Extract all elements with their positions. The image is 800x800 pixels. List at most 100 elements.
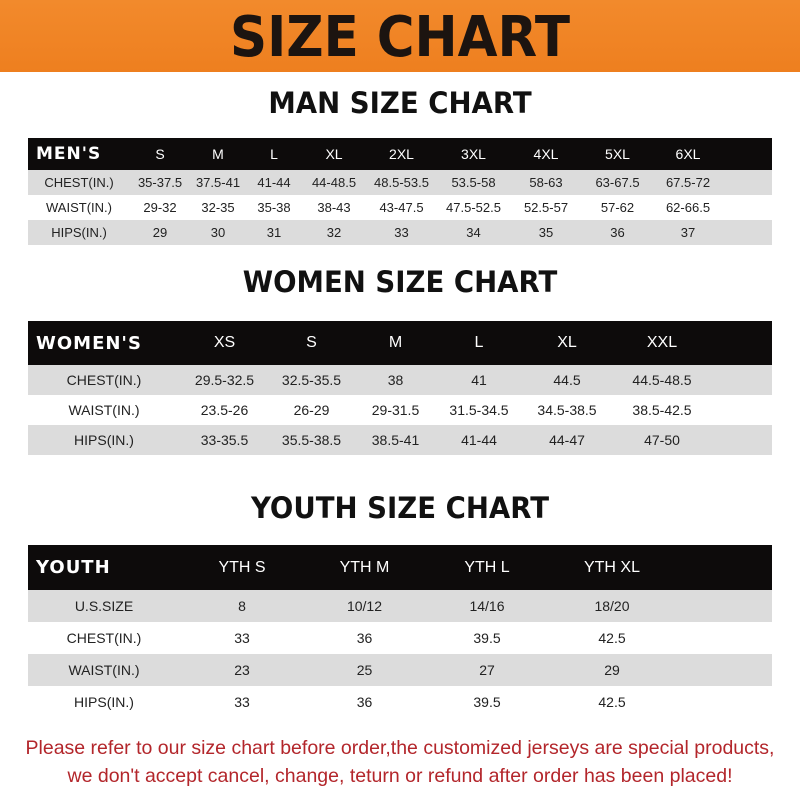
order-notice-line-1: Please refer to our size chart before or… (25, 737, 775, 759)
size-column-header: 4XL (510, 138, 582, 170)
measurement-cell: 52.5-57 (510, 195, 582, 220)
empty-cell (723, 138, 772, 170)
row-label: CHEST(IN.) (28, 365, 180, 395)
measurement-cell: 37 (653, 220, 723, 245)
row-label: WAIST(IN.) (28, 654, 180, 686)
measurement-cell: 39.5 (425, 686, 549, 718)
measurement-cell: 44.5-48.5 (613, 365, 711, 395)
measurement-cell: 41-44 (246, 170, 302, 195)
row-label: HIPS(IN.) (28, 686, 180, 718)
table-row: WAIST(IN.) 23.5-26 26-29 29-31.5 31.5-34.5 34… (28, 395, 772, 425)
measurement-cell: 48.5-53.5 (366, 170, 437, 195)
size-column-header: L (437, 321, 521, 365)
measurement-cell: 30 (190, 220, 246, 245)
measurement-cell: 38-43 (302, 195, 366, 220)
empty-cell (711, 425, 772, 455)
measurement-cell: 33 (366, 220, 437, 245)
table-header-label: MEN'S (28, 138, 130, 170)
size-column-header: M (354, 321, 437, 365)
measurement-cell: 29 (549, 654, 675, 686)
empty-cell (723, 220, 772, 245)
measurement-cell: 35-37.5 (130, 170, 190, 195)
row-label: CHEST(IN.) (28, 170, 130, 195)
measurement-cell: 35-38 (246, 195, 302, 220)
measurement-cell: 29 (130, 220, 190, 245)
size-column-header: S (130, 138, 190, 170)
size-column-header: YTH XL (549, 545, 675, 590)
measurement-cell: 39.5 (425, 622, 549, 654)
measurement-cell: 53.5-58 (437, 170, 510, 195)
measurement-cell: 14/16 (425, 590, 549, 622)
empty-cell (675, 654, 772, 686)
empty-cell (711, 365, 772, 395)
size-column-header: 5XL (582, 138, 653, 170)
measurement-cell: 58-63 (510, 170, 582, 195)
measurement-cell: 35.5-38.5 (269, 425, 354, 455)
empty-cell (723, 195, 772, 220)
measurement-cell: 34 (437, 220, 510, 245)
size-column-header: 3XL (437, 138, 510, 170)
table-header-label: YOUTH (28, 545, 180, 590)
row-label: HIPS(IN.) (28, 220, 130, 245)
measurement-cell: 33-35.5 (180, 425, 269, 455)
measurement-cell: 31 (246, 220, 302, 245)
measurement-cell: 38 (354, 365, 437, 395)
row-label: U.S.SIZE (28, 590, 180, 622)
measurement-cell: 43-47.5 (366, 195, 437, 220)
empty-cell (675, 686, 772, 718)
measurement-cell: 38.5-41 (354, 425, 437, 455)
size-column-header: 2XL (366, 138, 437, 170)
measurement-cell: 35 (510, 220, 582, 245)
measurement-cell: 47-50 (613, 425, 711, 455)
table-header-row: WOMEN'S XS S M L XL XXL (28, 321, 772, 365)
row-label: WAIST(IN.) (28, 195, 130, 220)
measurement-cell: 63-67.5 (582, 170, 653, 195)
measurement-cell: 10/12 (304, 590, 425, 622)
measurement-cell: 44.5 (521, 365, 613, 395)
measurement-cell: 42.5 (549, 622, 675, 654)
men-size-table: MEN'S S M L XL 2XL 3XL 4XL 5XL 6XL CHEST(IN.) 35-37… (28, 138, 772, 245)
size-column-header: YTH M (304, 545, 425, 590)
size-column-header: XL (521, 321, 613, 365)
size-column-header: L (246, 138, 302, 170)
measurement-cell: 36 (582, 220, 653, 245)
empty-cell (675, 590, 772, 622)
table-row: CHEST(IN.) 33 36 39.5 42.5 (28, 622, 772, 654)
empty-cell (723, 170, 772, 195)
measurement-cell: 29-31.5 (354, 395, 437, 425)
measurement-cell: 33 (180, 622, 304, 654)
table-row: CHEST(IN.) 29.5-32.5 32.5-35.5 38 41 44.5 44.5… (28, 365, 772, 395)
row-label: CHEST(IN.) (28, 622, 180, 654)
measurement-cell: 26-29 (269, 395, 354, 425)
measurement-cell: 62-66.5 (653, 195, 723, 220)
measurement-cell: 47.5-52.5 (437, 195, 510, 220)
table-header-label: WOMEN'S (28, 321, 180, 365)
table-header-row: MEN'S S M L XL 2XL 3XL 4XL 5XL 6XL (28, 138, 772, 170)
row-label: HIPS(IN.) (28, 425, 180, 455)
measurement-cell: 27 (425, 654, 549, 686)
table-row: HIPS(IN.) 29 30 31 32 33 34 35 36 37 (28, 220, 772, 245)
measurement-cell: 32-35 (190, 195, 246, 220)
men-section-title: MAN SIZE CHART (268, 86, 532, 120)
measurement-cell: 33 (180, 686, 304, 718)
women-section-title: WOMEN SIZE CHART (242, 265, 558, 299)
row-label: WAIST(IN.) (28, 395, 180, 425)
table-header-row: YOUTH YTH S YTH M YTH L YTH XL (28, 545, 772, 590)
page-title: SIZE CHART (229, 5, 571, 70)
size-chart-banner: SIZE CHART (0, 0, 800, 72)
measurement-cell: 29-32 (130, 195, 190, 220)
measurement-cell: 44-48.5 (302, 170, 366, 195)
youth-section-title: YOUTH SIZE CHART (250, 491, 550, 525)
measurement-cell: 31.5-34.5 (437, 395, 521, 425)
table-row: CHEST(IN.) 35-37.5 37.5-41 41-44 44-48.5 48.5… (28, 170, 772, 195)
measurement-cell: 41-44 (437, 425, 521, 455)
measurement-cell: 57-62 (582, 195, 653, 220)
women-size-table: WOMEN'S XS S M L XL XXL CHEST(IN.) 29.5-32.5 32.5… (28, 321, 772, 455)
measurement-cell: 18/20 (549, 590, 675, 622)
size-column-header: 6XL (653, 138, 723, 170)
measurement-cell: 37.5-41 (190, 170, 246, 195)
empty-cell (675, 622, 772, 654)
table-row: WAIST(IN.) 23 25 27 29 (28, 654, 772, 686)
measurement-cell: 36 (304, 686, 425, 718)
measurement-cell: 34.5-38.5 (521, 395, 613, 425)
